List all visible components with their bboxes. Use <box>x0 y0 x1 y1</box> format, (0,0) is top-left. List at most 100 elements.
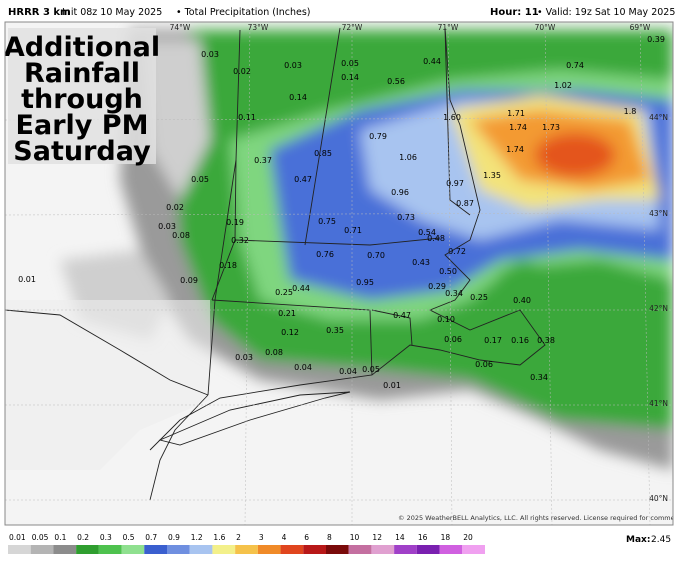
lat-label: 44°N <box>649 113 668 122</box>
map-value: 0.87 <box>456 199 474 208</box>
legend-swatch <box>326 545 349 554</box>
lat-label: 43°N <box>649 209 668 218</box>
field: • Total Precipitation (Inches) <box>176 7 311 18</box>
map-value: 0.39 <box>647 35 665 44</box>
legend-swatch <box>98 545 122 554</box>
legend-label: 0.2 <box>77 533 89 542</box>
legend-label: 0.01 <box>9 533 26 542</box>
legend-label: 4 <box>282 533 287 542</box>
legend-swatch <box>76 545 99 554</box>
map-value: 0.48 <box>427 234 445 243</box>
legend-swatch <box>257 545 281 554</box>
map-value: 0.76 <box>316 250 334 259</box>
map-value: 0.95 <box>356 278 374 287</box>
map-value: 0.05 <box>362 365 380 374</box>
legend-swatch <box>189 545 213 554</box>
lon-label: 74°W <box>170 23 191 32</box>
map-value: 0.02 <box>233 67 251 76</box>
legend-label: 8 <box>327 533 332 542</box>
map-value: 0.34 <box>445 289 463 298</box>
model: HRRR 3 km <box>8 7 70 18</box>
map-value: 0.08 <box>172 231 190 240</box>
legend-label: 1.2 <box>191 533 203 542</box>
title-box <box>8 28 156 164</box>
lon-label: 72°W <box>342 23 363 32</box>
legend-label: 6 <box>304 533 309 542</box>
max-value: 2.45 <box>651 535 671 545</box>
graticule-lines <box>5 23 673 525</box>
map-value: 0.50 <box>439 267 457 276</box>
map-value: 0.03 <box>235 353 253 362</box>
map-value: 0.05 <box>191 175 209 184</box>
legend-label: 12 <box>372 533 382 542</box>
legend-swatch <box>371 545 395 554</box>
map-value: 0.29 <box>428 282 446 291</box>
map-value: 0.54 <box>418 228 436 237</box>
legend-label: 16 <box>418 533 428 542</box>
legend-swatch <box>167 545 190 554</box>
map-value: 0.47 <box>393 311 411 320</box>
map-value: 0.44 <box>292 284 310 293</box>
legend-swatch <box>303 545 326 554</box>
legend-swatch <box>439 545 463 554</box>
map-value: 0.06 <box>444 335 462 344</box>
legend-label: 14 <box>395 533 405 542</box>
map-value: 1.02 <box>554 81 572 90</box>
map-value: 1.06 <box>399 153 417 162</box>
map-value: 0.43 <box>412 258 430 267</box>
legend-label: 0.7 <box>145 533 157 542</box>
legend-label: 18 <box>441 533 451 542</box>
map-value: 0.14 <box>289 93 307 102</box>
title-line: Early PM <box>16 110 149 141</box>
legend-label: 0.5 <box>123 533 135 542</box>
map-value: 0.02 <box>166 203 184 212</box>
lat-label: 41°N <box>649 399 668 408</box>
map-value: 0.12 <box>281 328 299 337</box>
map-value: 1.60 <box>443 113 461 122</box>
map-value: 0.74 <box>566 61 584 70</box>
map-value: 0.75 <box>318 217 336 226</box>
map-value: 0.97 <box>446 179 464 188</box>
legend-swatch <box>212 545 236 554</box>
copyright: © 2025 WeatherBELL Analytics, LLC. All r… <box>398 514 680 522</box>
map-labels: 0.03 0.02 0.03 0.05 0.14 0.44 0.74 0.39 1.02 0.56… <box>18 23 668 503</box>
map-value: 1.74 <box>506 145 524 154</box>
legend-label: 0.9 <box>168 533 180 542</box>
map-value: 0.03 <box>201 50 219 59</box>
title: Additional Rainfall through Early PM Sat… <box>4 32 160 167</box>
map-value: 0.96 <box>391 188 409 197</box>
map-value: 1.73 <box>542 123 560 132</box>
legend-label: 3 <box>259 533 264 542</box>
map-value: 1.74 <box>509 123 527 132</box>
legend-swatch <box>8 545 31 554</box>
legend-swatch <box>416 545 440 554</box>
lat-label: 42°N <box>649 304 668 313</box>
land-mask <box>5 300 210 470</box>
valid: • Valid: 19z Sat 10 May 2025 <box>537 7 675 18</box>
lon-label: 69°W <box>630 23 651 32</box>
legend-swatch <box>30 545 54 554</box>
map-value: 0.25 <box>275 288 293 297</box>
title-line: Additional <box>4 32 160 63</box>
init: Init 08z 10 May 2025 <box>62 7 162 18</box>
legend-swatch <box>121 545 145 554</box>
map-value: 0.38 <box>537 336 555 345</box>
legend-label: 10 <box>350 533 360 542</box>
map-value: 0.85 <box>314 149 332 158</box>
lat-label: 40°N <box>649 494 668 503</box>
legend-swatch <box>53 545 77 554</box>
map-value: 0.32 <box>231 236 249 245</box>
title-line: through <box>21 84 143 115</box>
map-value: 0.40 <box>513 296 531 305</box>
map-value: 0.71 <box>344 226 362 235</box>
legend-swatch <box>235 545 258 554</box>
map-value: 1.35 <box>483 171 501 180</box>
map-value: 0.17 <box>484 336 502 345</box>
map-value: 1.71 <box>507 109 525 118</box>
legend: 0.01 0.05 0.1 0.2 0.3 0.5 0.7 0.9 1.2 1.6 2 3 4 6 8 10 1… <box>8 533 485 554</box>
legend-label: 0.1 <box>54 533 66 542</box>
legend-swatch <box>280 545 304 554</box>
map-value: 0.16 <box>511 336 529 345</box>
map-value: 0.37 <box>254 156 272 165</box>
